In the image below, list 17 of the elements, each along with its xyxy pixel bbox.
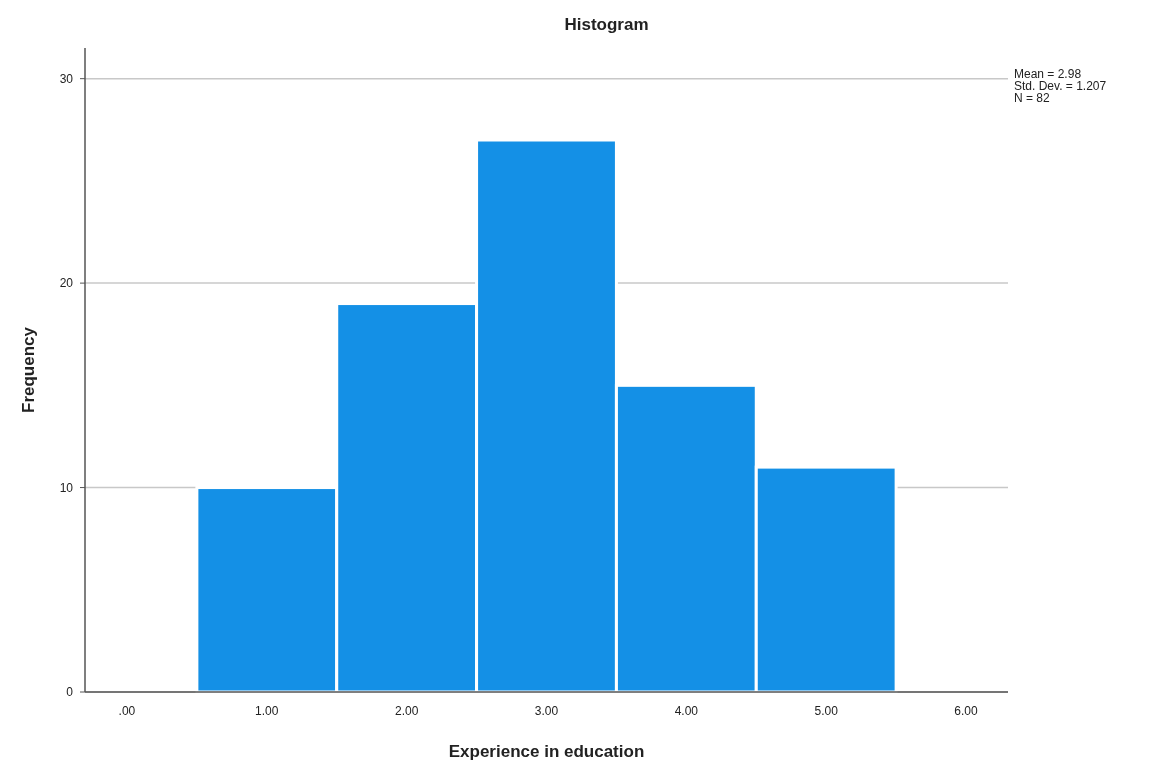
- x-tick-label: 4.00: [674, 704, 699, 718]
- text: Std. Dev. = 1.207: [1014, 79, 1107, 93]
- x-tick-label: .00: [118, 704, 136, 718]
- y-tick-label: 10: [59, 480, 74, 495]
- x-tick-label: 1.00: [255, 704, 279, 718]
- y-axis-title: Frequency: [19, 326, 38, 413]
- text: Mean = 2.98: [1014, 67, 1082, 81]
- x-tick-label: 5.00: [814, 704, 839, 718]
- x-axis-title: Experience in education: [448, 742, 645, 761]
- x-tick-label: 6.00: [954, 704, 979, 718]
- x-tick-label: 2.00: [394, 704, 419, 718]
- y-tick-label: 0: [66, 685, 74, 700]
- text: N = 82: [1014, 91, 1051, 105]
- y-tick-label: 20: [59, 276, 74, 291]
- y-tick-label: 30: [59, 71, 74, 86]
- x-tick-label: 3.00: [534, 704, 559, 718]
- chart-title: Histogram: [564, 15, 649, 34]
